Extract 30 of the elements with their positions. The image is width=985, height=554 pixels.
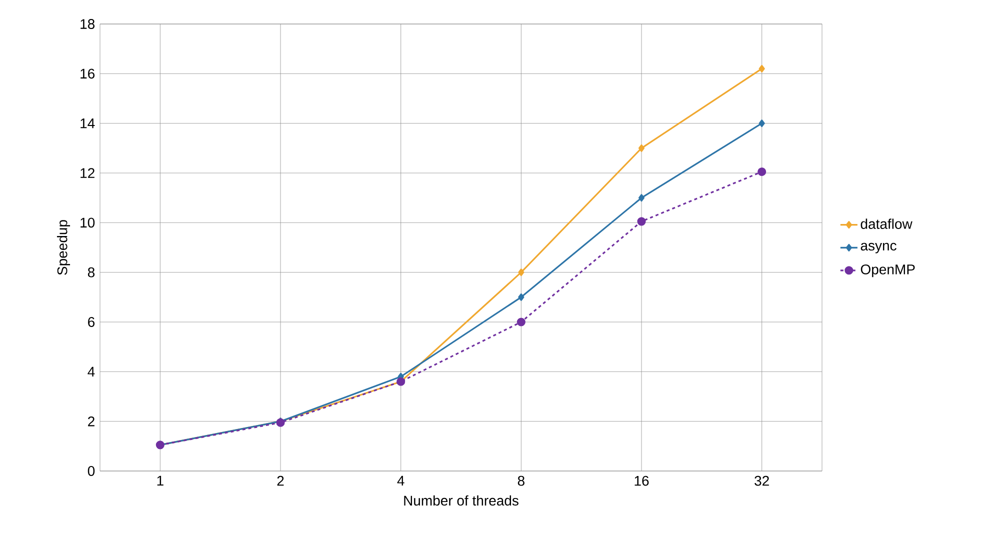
point xyxy=(758,120,765,128)
legend-label: OpenMP xyxy=(860,264,915,278)
x-axis-title: Number of threads xyxy=(404,495,518,506)
legend-label: dataflow xyxy=(860,218,912,229)
point xyxy=(518,293,524,301)
x-tick-label: 32 xyxy=(754,476,769,486)
y-tick-label: 18 xyxy=(80,19,95,29)
x-tick-label: 4 xyxy=(397,476,404,486)
x-tick-label: 8 xyxy=(518,476,524,486)
point xyxy=(638,194,645,202)
y-tick-label: 8 xyxy=(88,267,95,278)
y-tick-label: 2 xyxy=(88,416,94,426)
y-tick-label: 14 xyxy=(80,118,95,128)
point xyxy=(516,318,526,326)
x-tick-label: 2 xyxy=(277,476,284,486)
point xyxy=(758,64,765,72)
y-tick-label: 6 xyxy=(88,317,95,327)
point xyxy=(758,167,766,176)
y-tick-label: 12 xyxy=(80,168,94,178)
x-tick-label: 16 xyxy=(634,476,649,486)
y-tick-label: 16 xyxy=(80,68,95,79)
y-tick-label: 4 xyxy=(88,366,95,376)
y-axis-title: Speedup xyxy=(56,220,70,275)
y-tick-label: 10 xyxy=(80,218,95,228)
legend-label: async xyxy=(860,242,896,254)
point xyxy=(638,144,645,152)
point xyxy=(518,268,524,276)
y-tick-label: 0 xyxy=(88,466,95,476)
x-tick-label: 1 xyxy=(157,476,164,486)
point xyxy=(637,217,646,226)
